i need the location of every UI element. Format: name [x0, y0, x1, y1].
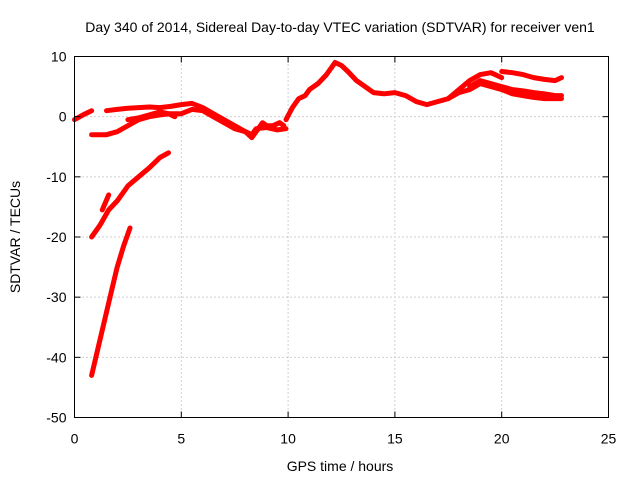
- series-line-seg-c: [89, 106, 289, 138]
- series-line-seg-b: [104, 100, 287, 141]
- x-tick-label: 0: [71, 431, 79, 447]
- series-line-seg-f: [99, 192, 112, 213]
- x-tick-label: 15: [387, 431, 403, 447]
- x-tick-label: 5: [177, 431, 185, 447]
- x-tick-label: 25: [601, 431, 617, 447]
- y-tick-label: -20: [46, 229, 66, 245]
- chart-title: Day 340 of 2014, Sidereal Day-to-day VTE…: [85, 19, 595, 35]
- x-axis-label: GPS time / hours: [287, 458, 394, 474]
- grid: [74, 56, 609, 418]
- y-tick-label: 0: [59, 109, 67, 125]
- x-tick-label: 10: [280, 431, 296, 447]
- series-line-seg-i: [445, 70, 505, 102]
- series-line-seg-h: [283, 60, 564, 123]
- y-tick-label: -10: [46, 169, 66, 185]
- y-tick-label: 10: [51, 49, 67, 65]
- y-tick-label: -30: [46, 289, 66, 305]
- series-line-seg-k: [467, 78, 564, 99]
- series-line-seg-j: [499, 69, 564, 84]
- series-layer: [72, 60, 564, 378]
- series-line-seg-e: [89, 150, 171, 240]
- series-line-seg-d: [125, 109, 178, 123]
- x-tick-label: 20: [494, 431, 510, 447]
- y-tick-label: -50: [46, 410, 66, 426]
- y-tick-label: -40: [46, 349, 66, 365]
- series-line-seg-g: [89, 225, 133, 378]
- y-axis-label: SDTVAR / TECUs: [7, 181, 23, 293]
- axis-ticks: 0 5 10 15 20 25 -50 -40 -30 -20 -10 0 10: [46, 49, 616, 447]
- series-line-seg-a: [72, 108, 95, 123]
